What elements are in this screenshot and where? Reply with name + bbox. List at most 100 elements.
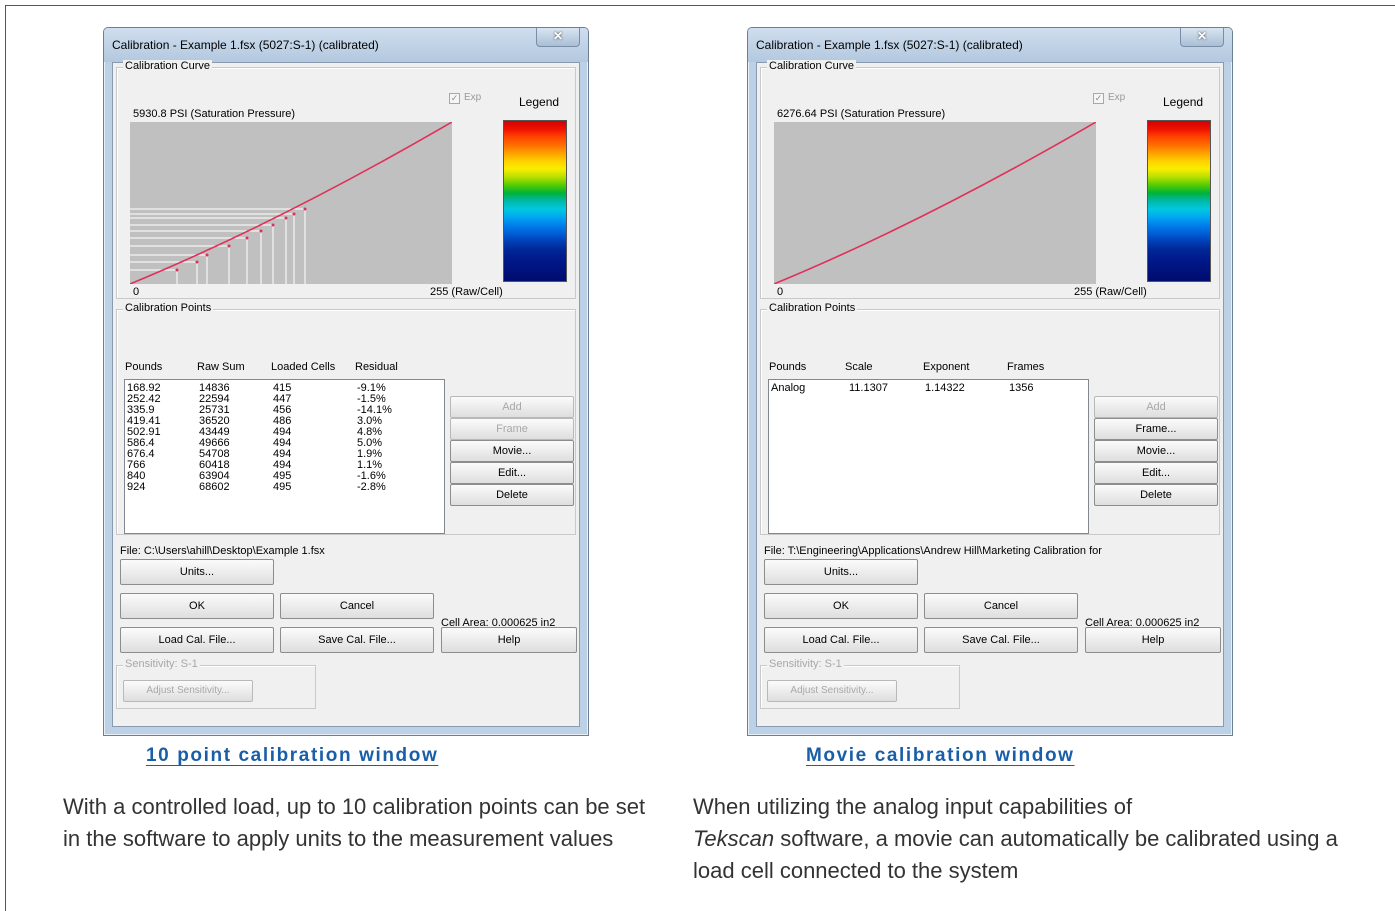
file-path: File: C:\Users\ahill\Desktop\Example 1.f… <box>120 545 325 557</box>
color-legend-bar <box>1147 120 1211 282</box>
close-icon: ✕ <box>1196 29 1208 43</box>
frame-button[interactable]: Frame <box>450 418 574 440</box>
sensitivity-group: Sensitivity: S-1 Adjust Sensitivity... <box>116 658 316 709</box>
delete-button[interactable]: Delete <box>450 484 574 506</box>
caption-title-movie: Movie calibration window <box>806 745 1075 766</box>
calibration-curve-group: Calibration Curve ✓ Exp Legend 6276.64 PS… <box>760 60 1220 299</box>
edit-button[interactable]: Edit... <box>1094 462 1218 484</box>
column-header-pounds: Pounds <box>125 361 163 373</box>
ok-button[interactable]: OK <box>120 593 274 619</box>
exp-label: Exp <box>1108 92 1126 103</box>
list-row[interactable]: 676.4 54708 494 1.9% <box>127 448 383 460</box>
frame-button[interactable]: Frame... <box>1094 418 1218 440</box>
edit-button[interactable]: Edit... <box>450 462 574 484</box>
calibration-curve-title: Calibration Curve <box>767 60 856 72</box>
column-header-exponent: Exponent <box>923 361 970 373</box>
window-title: Calibration - Example 1.fsx (5027:S-1) (… <box>756 38 1023 52</box>
exp-checkbox: ✓ Exp <box>449 92 481 104</box>
calibration-curve-svg <box>774 122 1096 284</box>
column-header-pounds: Pounds <box>769 361 807 373</box>
help-button[interactable]: Help <box>1085 627 1221 653</box>
help-button[interactable]: Help <box>441 627 577 653</box>
caption-text-suffix: software, a movie can automatically be c… <box>693 826 1338 883</box>
check-icon: ✓ <box>449 93 460 104</box>
list-row[interactable]: 924 68602 495 -2.8% <box>127 481 386 493</box>
column-header-residual: Residual <box>355 361 398 373</box>
calibration-curve-plot <box>774 122 1096 284</box>
calibration-points-title: Calibration Points <box>123 302 214 314</box>
list-row[interactable]: 502.91 43449 494 4.8% <box>127 426 383 438</box>
sensitivity-title: Sensitivity: S-1 <box>123 658 200 670</box>
color-legend-bar <box>503 120 567 282</box>
delete-button[interactable]: Delete <box>1094 484 1218 506</box>
calibration-points-group: Calibration Points Pounds Scale Exponent… <box>760 302 1220 535</box>
page-border <box>5 5 1395 911</box>
ok-button[interactable]: OK <box>764 593 918 619</box>
saturation-pressure-label: 5930.8 PSI (Saturation Pressure) <box>133 108 296 120</box>
calibration-curve-line <box>774 122 1096 284</box>
cell-area-label: Cell Area: 0.000625 in2 <box>441 617 556 629</box>
axis-max-label: 255 (Raw/Cell) <box>430 286 503 298</box>
units-button[interactable]: Units... <box>764 559 918 585</box>
check-icon: ✓ <box>1093 93 1104 104</box>
movie-button[interactable]: Movie... <box>1094 440 1218 462</box>
cancel-button[interactable]: Cancel <box>280 593 434 619</box>
window-client-area: Calibration Curve ✓ Exp Legend 5930.8 PSI… <box>112 60 580 727</box>
calibration-curve-title: Calibration Curve <box>123 60 212 72</box>
sensitivity-group: Sensitivity: S-1 Adjust Sensitivity... <box>760 658 960 709</box>
calibration-points-list[interactable]: Analog 11.1307 1.14322 1356 <box>768 379 1089 534</box>
title-bar[interactable]: Calibration - Example 1.fsx (5027:S-1) (… <box>104 28 588 62</box>
calibration-curve-plot <box>130 122 452 284</box>
calibration-points-group: Calibration Points Pounds Raw Sum Loaded… <box>116 302 576 535</box>
list-row[interactable]: 252.42 22594 447 -1.5% <box>127 393 386 405</box>
calibration-point-markers <box>175 207 307 272</box>
column-header-raw-sum: Raw Sum <box>197 361 245 373</box>
add-button[interactable]: Add <box>1094 396 1218 418</box>
file-path: File: T:\Engineering\Applications\Andrew… <box>764 545 1102 557</box>
list-row[interactable]: 419.41 36520 486 3.0% <box>127 415 383 427</box>
legend-title: Legend <box>1163 95 1204 109</box>
adjust-sensitivity-button[interactable]: Adjust Sensitivity... <box>123 680 253 702</box>
column-header-frames: Frames <box>1007 361 1045 373</box>
caption-text-prefix: When utilizing the analog input capabili… <box>693 794 1133 819</box>
calibration-window-10-point: Calibration - Example 1.fsx (5027:S-1) (… <box>103 27 589 736</box>
list-row[interactable]: 840 63904 495 -1.6% <box>127 470 386 482</box>
exp-label: Exp <box>464 92 482 103</box>
close-button[interactable]: ✕ <box>536 28 580 47</box>
calibration-curve-svg <box>130 122 452 284</box>
caption-text-movie: When utilizing the analog input capabili… <box>693 791 1383 887</box>
title-bar[interactable]: Calibration - Example 1.fsx (5027:S-1) (… <box>748 28 1232 62</box>
axis-min-label: 0 <box>777 286 784 298</box>
close-button[interactable]: ✕ <box>1180 28 1224 47</box>
list-row[interactable]: 335.9 25731 456 -14.1% <box>127 404 392 416</box>
cell-area-label: Cell Area: 0.000625 in2 <box>1085 617 1200 629</box>
column-header-scale: Scale <box>845 361 873 373</box>
list-row[interactable]: Analog 11.1307 1.14322 1356 <box>771 382 1034 394</box>
column-header-loaded-cells: Loaded Cells <box>271 361 336 373</box>
load-cal-file-button[interactable]: Load Cal. File... <box>764 627 918 653</box>
brand-name: Tekscan <box>693 826 775 851</box>
movie-button[interactable]: Movie... <box>450 440 574 462</box>
cancel-button[interactable]: Cancel <box>924 593 1078 619</box>
save-cal-file-button[interactable]: Save Cal. File... <box>924 627 1078 653</box>
caption-title-10-point: 10 point calibration window <box>146 745 439 766</box>
list-row[interactable]: 168.92 14836 415 -9.1% <box>127 382 386 394</box>
exp-checkbox: ✓ Exp <box>1093 92 1125 104</box>
calibration-points-list[interactable]: 168.92 14836 415 -9.1% 252.42 22594 447 -1.5% … <box>124 379 445 534</box>
window-title: Calibration - Example 1.fsx (5027:S-1) (… <box>112 38 379 52</box>
calibration-points-title: Calibration Points <box>767 302 858 314</box>
axis-min-label: 0 <box>133 286 140 298</box>
adjust-sensitivity-button[interactable]: Adjust Sensitivity... <box>767 680 897 702</box>
units-button[interactable]: Units... <box>120 559 274 585</box>
list-row[interactable]: 586.4 49666 494 5.0% <box>127 437 383 449</box>
legend-title: Legend <box>519 95 560 109</box>
list-row[interactable]: 766 60418 494 1.1% <box>127 459 383 471</box>
add-button[interactable]: Add <box>450 396 574 418</box>
load-cal-file-button[interactable]: Load Cal. File... <box>120 627 274 653</box>
calibration-curve-group: Calibration Curve ✓ Exp Legend 5930.8 PSI… <box>116 60 576 299</box>
saturation-pressure-label: 6276.64 PSI (Saturation Pressure) <box>777 108 946 120</box>
window-client-area: Calibration Curve ✓ Exp Legend 6276.64 PS… <box>756 60 1224 727</box>
calibration-window-movie: Calibration - Example 1.fsx (5027:S-1) (… <box>747 27 1233 736</box>
calibration-curve-line <box>130 122 452 284</box>
save-cal-file-button[interactable]: Save Cal. File... <box>280 627 434 653</box>
